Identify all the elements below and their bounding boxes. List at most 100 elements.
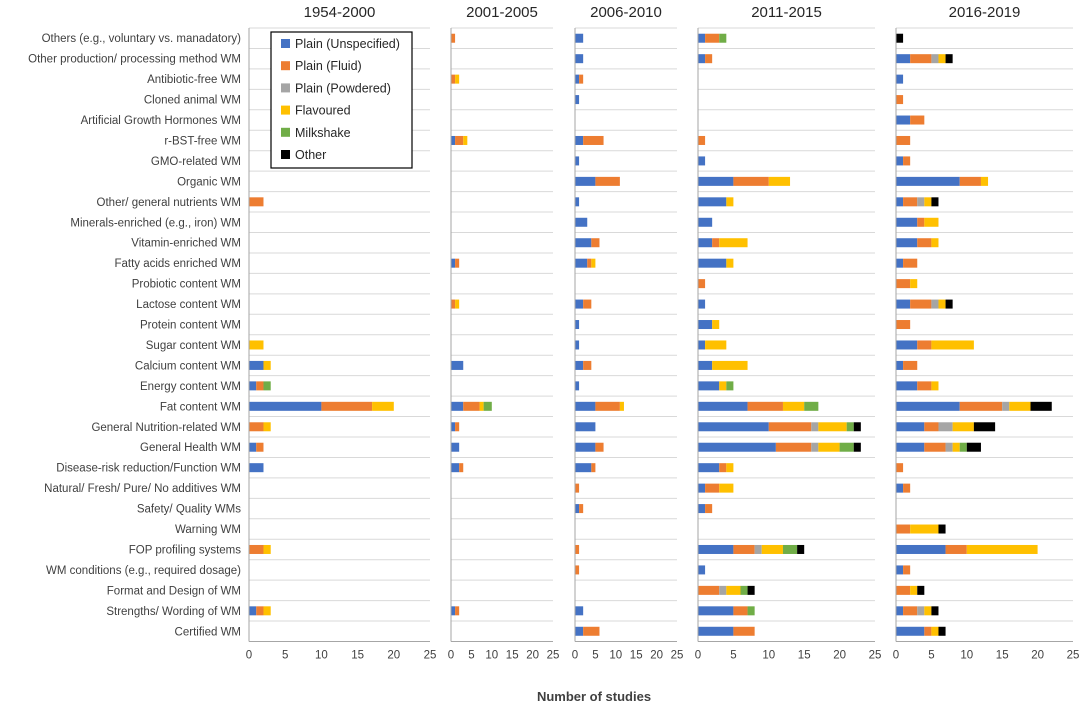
panel-2006-2010-bar-fatty-acids-enriched-wm-plain-unspecified [575,258,588,268]
panel-2011-2015-bar-fat-content-wm-plain-fluid [747,401,783,411]
panel-2011-2015-bar-protein-content-wm-flavoured [712,320,720,330]
panel-2016-2019-bar-general-health-wm-other [966,442,981,452]
panel-2011-2015-bar-safety-quality-wms-plain-unspecified [698,504,706,514]
legend-swatch-plain-powdered [281,83,290,93]
panel-2011-2015-bar-sugar-content-wm-flavoured [705,340,727,350]
legend-box [270,31,413,169]
panel-2016-2019-bar-cloned-animal-wm-plain-fluid [896,95,904,105]
panel-2001-2005-bar-disease-risk-reduction-function-wm-plain-unspecified [451,463,460,473]
panel-1954-2000-bar-calcium-content-wm-plain-unspecified [249,360,264,370]
panel-1954-2000-tick-label: 5 [282,650,288,662]
panel-2016-2019-bar-artificial-growth-hormones-wm-plain-fluid [910,115,925,125]
panel-2016-2019-bar-minerals-enriched-e-g-iron-wm-flavoured [924,217,939,227]
category-label-antibiotic-free-wm: Antibiotic-free WM [147,74,241,86]
panel-2006-2010-tick-label: 15 [630,650,643,662]
panel-2006-2010-bar-natural-fresh-pure-no-additives-wm-plain-fluid [575,483,580,493]
bars [249,33,1052,636]
panel-2006-2010-bar-organic-wm-plain-fluid [595,176,620,186]
panel-2011-2015-bar-natural-fresh-pure-no-additives-wm-plain-fluid [705,483,720,493]
panel-2016-2019-bar-fat-content-wm-plain-fluid [959,401,1003,411]
panel-2011-2015-bar-disease-risk-reduction-function-wm-flavoured [726,463,734,473]
panel-2006-2010-bar-sugar-content-wm-plain-unspecified [575,340,580,350]
panel-2006-2010-bar-fop-profiling-systems-plain-fluid [575,544,580,554]
category-label-natural-fresh-pure-no-additives-wm: Natural/ Fresh/ Pure/ No additives WM [44,483,241,495]
panel-2011-2015-bar-organic-wm-plain-unspecified [698,176,734,186]
panel-2016-2019-bar-calcium-content-wm-plain-unspecified [896,360,904,370]
panel-2011-2015-bar-certified-wm-plain-unspecified [698,626,734,636]
panel-2011-2015-bar-general-nutrition-related-wm-milkshake [846,422,854,432]
panel-2011-2015-bar-fat-content-wm-milkshake [804,401,819,411]
panel-2006-2010-bar-organic-wm-plain-unspecified [575,176,596,186]
panel-2016-2019-bar-format-and-design-of-wm-other [917,585,925,595]
panel-2006-2010-bar-antibiotic-free-wm-plain-unspecified [575,74,580,84]
panel-2011-2015-bar-calcium-content-wm-flavoured [712,360,748,370]
panel-1954-2000-tick-label: 20 [387,650,400,662]
panel-2016-2019-bar-general-nutrition-related-wm-plain-unspecified [896,422,925,432]
legend-swatch-flavoured [281,105,290,115]
panel-2006-2010-bar-lactose-content-wm-plain-unspecified [575,299,584,309]
category-label-gmo-related-wm: GMO-related WM [151,156,241,168]
panel-2001-2005-bar-general-nutrition-related-wm-plain-fluid [455,422,460,432]
panel-2011-2015-tick-label: 0 [695,650,701,662]
panel-2016-2019-bar-other-production-processing-method-wm-plain-unspecified [896,54,911,64]
panel-2011-2015-tick-label: 25 [869,650,882,662]
panel-2016-2019-bar-lactose-content-wm-flavoured [938,299,946,309]
panel-2011-2015-bar-other-production-processing-method-wm-plain-unspecified [698,54,706,64]
panel-2016-2019-bar-other-general-nutrients-wm-flavoured [924,197,932,207]
panel-2011-2015-bar-safety-quality-wms-plain-fluid [705,504,713,514]
panel-2016-2019-bar-minerals-enriched-e-g-iron-wm-plain-fluid [917,217,925,227]
panel-2016-2019-bar-lactose-content-wm-plain-powdered [931,299,939,309]
panel-2016-2019-bar-gmo-related-wm-plain-fluid [903,156,911,166]
panel-2001-2005-bar-antibiotic-free-wm-plain-fluid [451,74,456,84]
panel-2001-2005-bar-fatty-acids-enriched-wm-plain-fluid [455,258,460,268]
panel-2016-2019-bar-fop-profiling-systems-plain-unspecified [896,544,946,554]
panel-2006-2010-tick-label: 25 [671,650,684,662]
panel-2016-2019-bar-organic-wm-plain-fluid [959,176,981,186]
panel-2006-2010-title: 2006-2010 [590,4,662,21]
panel-2006-2010-tick-label: 20 [650,650,663,662]
panel-2011-2015-bar-sugar-content-wm-plain-unspecified [698,340,706,350]
panel-2016-2019-bar-other-production-processing-method-wm-plain-powdered [931,54,939,64]
panel-2016-2019-tick-label: 0 [893,650,899,662]
panel-2011-2015-bar-vitamin-enriched-wm-flavoured [719,238,748,248]
panel-2016-2019-bar-r-bst-free-wm-plain-fluid [896,135,911,145]
legend-swatch-milkshake [281,127,290,137]
panel-1954-2000-bar-energy-content-wm-plain-fluid [256,381,264,391]
panel-2001-2005-tick-label: 0 [448,650,454,662]
panel-2006-2010-bar-calcium-content-wm-plain-unspecified [575,360,584,370]
panel-2016-2019-bar-energy-content-wm-flavoured [931,381,939,391]
legend-swatch-other [281,150,290,159]
panel-2011-2015-bar-general-health-wm-milkshake [839,442,854,452]
panel-2001-2005-bar-general-health-wm-plain-unspecified [451,442,460,452]
panel-1954-2000-bar-general-health-wm-plain-fluid [256,442,264,452]
category-label-cloned-animal-wm: Cloned animal WM [144,95,241,107]
panel-2016-2019-bar-certified-wm-plain-unspecified [896,626,925,636]
category-label-warning-wm: Warning WM [175,524,241,536]
panel-2016-2019-bar-general-health-wm-milkshake [959,442,967,452]
panel-2011-2015-bar-others-e-g-voluntary-vs-manadatory-milkshake [719,33,727,43]
panel-1954-2000-bar-general-nutrition-related-wm-plain-fluid [249,422,264,432]
panel-2011-2015-bar-general-nutrition-related-wm-plain-fluid [768,422,812,432]
panel-2011-2015-tick-label: 10 [762,650,775,662]
panel-2001-2005-title: 2001-2005 [466,4,538,21]
panel-2001-2005-bar-fatty-acids-enriched-wm-plain-unspecified [451,258,456,268]
panel-2006-2010-bar-general-health-wm-plain-unspecified [575,442,596,452]
panel-2006-2010-bar-calcium-content-wm-plain-fluid [583,360,592,370]
panel-2006-2010-bar-fat-content-wm-plain-unspecified [575,401,596,411]
panel-2016-2019-bar-general-nutrition-related-wm-plain-fluid [924,422,939,432]
panel-1954-2000-tick-label: 15 [351,650,364,662]
panel-2016-2019-bar-other-production-processing-method-wm-flavoured [938,54,946,64]
panel-2011-2015-bar-lactose-content-wm-plain-unspecified [698,299,706,309]
panel-1954-2000-bar-calcium-content-wm-flavoured [263,360,271,370]
panel-2001-2005-tick-label: 20 [526,650,539,662]
category-label-wm-conditions-e-g-required-dosage: WM conditions (e.g., required dosage) [46,565,241,577]
panel-2006-2010-bar-safety-quality-wms-plain-fluid [579,504,584,514]
panel-2006-2010-bar-energy-content-wm-plain-unspecified [575,381,580,391]
panel-2011-2015-bar-certified-wm-plain-fluid [733,626,755,636]
panel-2011-2015-bar-strengths-wording-of-wm-plain-fluid [733,606,748,616]
panel-2016-2019-bar-natural-fresh-pure-no-additives-wm-plain-unspecified [896,483,904,493]
panel-2016-2019-bar-strengths-wording-of-wm-flavoured [924,606,932,616]
panel-2016-2019-bar-fat-content-wm-plain-powdered [1002,401,1010,411]
panel-2016-2019-bar-protein-content-wm-plain-fluid [896,320,911,330]
